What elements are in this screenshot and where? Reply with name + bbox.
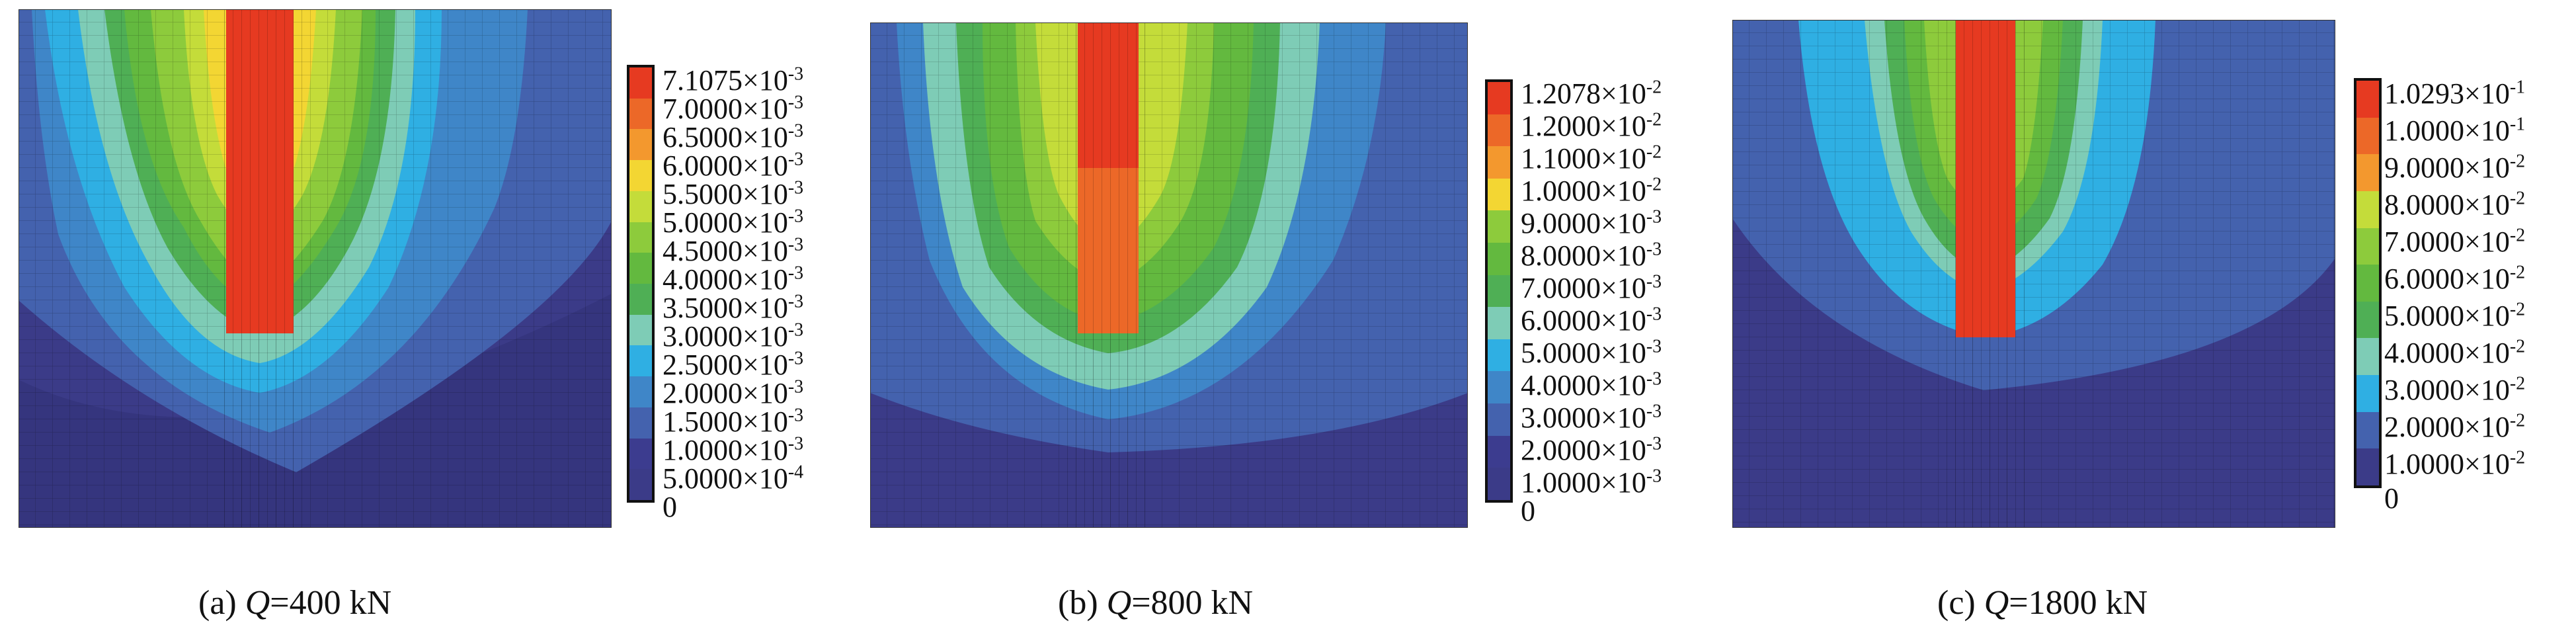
contour-plot-a [19,9,612,528]
colorbar-segment [629,253,652,284]
legend-label: 4.0000×10-2 [2384,336,2526,369]
legend-label: 1.0000×10-1 [2384,114,2526,147]
colorbar-segment [629,222,652,253]
colorbar-segment [1488,243,1510,275]
legend-label: 9.0000×10-3 [1521,206,1662,239]
colorbar-segment [2356,448,2379,486]
panel-c: 1.0293×10-1 1.0000×10-1 9.0000×10-2 8.00… [1719,0,2576,631]
legend-label: 8.0000×10-2 [2384,188,2526,221]
legend-label: 4.0000×10-3 [663,263,804,296]
legend-label: 3.0000×10-2 [2384,373,2526,406]
contour-plot-c [1732,20,2335,528]
legend-label: 0 [663,491,677,523]
legend-label: 5.0000×10-3 [663,206,804,239]
legend-label: 8.0000×10-3 [1521,239,1662,272]
legend-label: 4.5000×10-3 [663,234,804,267]
colorbar-segment [1488,178,1510,211]
legend-label: 6.0000×10-3 [1521,304,1662,337]
legend-labels-a: 7.1075×10-3 7.0000×10-3 6.5000×10-3 6.00… [663,63,854,522]
panel-b: 1.2078×10-2 1.2000×10-2 1.1000×10-2 1.00… [860,0,1719,631]
legend-label: 1.5000×10-3 [663,405,804,438]
colorbar-segment [629,284,652,315]
colorbar-segment [1488,403,1510,436]
legend-label: 1.0000×10-2 [2384,447,2526,480]
colorbar-segment [2356,301,2379,339]
legend-label: 1.2000×10-2 [1521,109,1662,142]
colorbar-segment [1488,274,1510,308]
legend-label: 2.0000×10-3 [1521,433,1662,466]
legend-label: 7.0000×10-3 [663,92,804,125]
legend-label: 3.0000×10-3 [663,319,804,353]
legend-label: 3.0000×10-3 [1521,401,1662,434]
colorbar-segment [629,190,652,222]
colorbar-segment [629,67,652,99]
colorbar-segment [2356,154,2379,191]
legend-label: 7.0000×10-2 [2384,225,2526,258]
colorbar-b [1485,79,1513,503]
colorbar-segment [2356,375,2379,412]
colorbar-segment [629,98,652,130]
colorbar-segment [629,438,652,470]
legend-label: 6.0000×10-2 [2384,262,2526,295]
legend-label: 6.5000×10-3 [663,120,804,153]
legend-label: 2.0000×10-2 [2384,410,2526,443]
colorbar-segment [2356,81,2379,118]
colorbar-segment [1488,146,1510,179]
legend-label: 5.0000×10-4 [663,462,804,495]
legend-label: 6.0000×10-3 [663,149,804,182]
caption-b: (b) Q=800 kN [1058,584,1254,622]
colorbar-segment [2356,190,2379,228]
colorbar-segment [1488,468,1510,500]
colorbar-segment [629,129,652,161]
legend-label: 5.5000×10-3 [663,177,804,210]
colorbar-segment [1488,82,1510,114]
colorbar-segment [1488,371,1510,404]
colorbar-segment [2356,228,2379,265]
colorbar-segment [2356,411,2379,449]
colorbar-segment [2356,338,2379,376]
legend-label: 0 [2384,482,2399,515]
colorbar-segment [629,345,652,377]
colorbar-segment [2356,117,2379,155]
legend-label: 9.0000×10-2 [2384,151,2526,184]
colorbar-segment [1488,210,1510,243]
legend-label: 4.0000×10-3 [1521,368,1662,401]
colorbar-segment [629,314,652,346]
legend-label: 0 [1521,495,1535,527]
legend-label: 1.0000×10-2 [1521,174,1662,207]
colorbar-segment [1488,435,1510,468]
colorbar-segment [629,407,652,439]
legend-labels-c: 1.0293×10-1 1.0000×10-1 9.0000×10-2 8.00… [2384,77,2575,529]
contour-plot-b [870,22,1468,528]
colorbar-segment [1488,339,1510,372]
colorbar-segment [2356,265,2379,302]
legend-label: 7.0000×10-3 [1521,271,1662,304]
caption-a: (a) Q=400 kN [198,584,392,622]
legend-label: 3.5000×10-3 [663,291,804,324]
caption-c: (c) Q=1800 kN [1937,584,2148,622]
legend-label: 2.0000×10-3 [663,376,804,409]
legend-label: 1.2078×10-2 [1521,77,1662,110]
legend-label: 1.0000×10-3 [663,433,804,466]
legend-label: 1.0000×10-3 [1521,466,1662,499]
legend-label: 2.5000×10-3 [663,348,804,381]
legend-label: 5.0000×10-3 [1521,336,1662,369]
panel-a: 7.1075×10-3 7.0000×10-3 6.5000×10-3 6.00… [0,0,860,631]
colorbar-c [2354,78,2382,488]
colorbar-segment [629,376,652,407]
legend-label: 1.1000×10-2 [1521,142,1662,175]
legend-label: 1.0293×10-1 [2384,77,2526,110]
legend-label: 7.1075×10-3 [663,63,804,97]
colorbar-segment [629,469,652,501]
colorbar-segment [1488,114,1510,147]
colorbar-a [627,65,655,503]
legend-labels-b: 1.2078×10-2 1.2000×10-2 1.1000×10-2 1.00… [1521,77,1712,529]
colorbar-segment [629,160,652,191]
colorbar-segment [1488,307,1510,339]
legend-label: 5.0000×10-2 [2384,299,2526,332]
